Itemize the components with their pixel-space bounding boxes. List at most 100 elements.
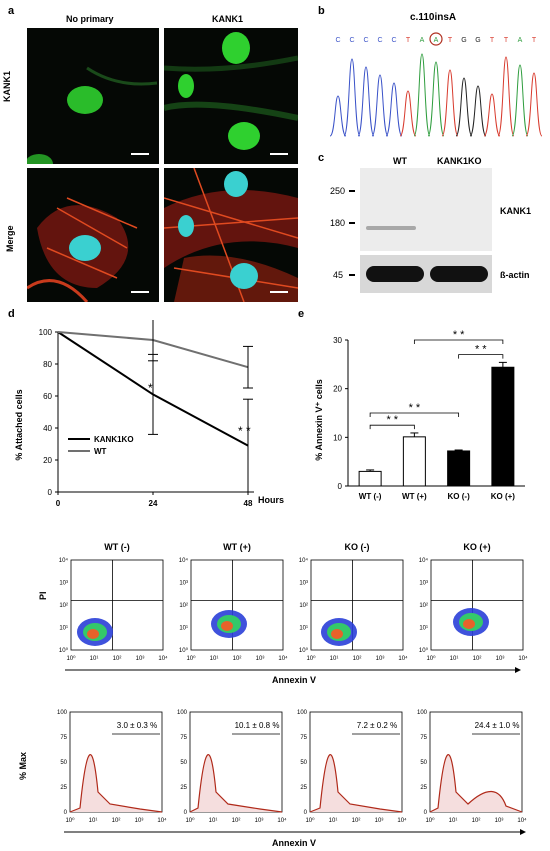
seq-base-11: T — [490, 37, 495, 44]
chart-d-ytick-label: 100 — [39, 328, 53, 337]
scatter-xtick-label: 10¹ — [210, 656, 219, 662]
scatter-ytick-label: 10³ — [179, 581, 188, 587]
seq-base-7: A — [434, 37, 439, 44]
scatter-xtick-label: 10² — [353, 656, 362, 662]
scatter-xtick-label: 10⁴ — [518, 655, 528, 662]
scatter-ytick-label: 10⁴ — [179, 557, 189, 564]
chart-e-xtick-label: WT (-) — [359, 492, 382, 501]
seq-base-6: A — [420, 37, 425, 44]
hist-xtick-label: 10³ — [375, 818, 384, 824]
scatter-ytick-label: 10³ — [299, 581, 308, 587]
hist-ytick-label: 0 — [64, 810, 68, 816]
scatter-ytick-label: 10⁴ — [59, 557, 69, 564]
attached-cells-chart: % Attached cells 0 20 40 60 80 100 0 24 48 KANK1… — [14, 320, 284, 508]
scatter-facet-title: KO (+) — [463, 542, 490, 552]
chart-e-sig-bracket — [369, 424, 415, 430]
seq-peak-7 — [427, 61, 445, 137]
scatter-xtick-label: 10⁰ — [306, 655, 316, 662]
scatter-xtick-label: 10³ — [136, 656, 145, 662]
hist-ytick-label: 100 — [57, 710, 68, 716]
chart-e-sig-label: * * — [386, 414, 398, 426]
hist-xtick-label: 10⁴ — [397, 817, 407, 824]
panel-label-a: a — [8, 5, 15, 17]
hist-ytick-label: 25 — [180, 785, 187, 791]
chart-e-sig-label: * * — [475, 344, 487, 356]
chart-e-sig-bracket — [369, 412, 460, 417]
hist-curve — [429, 754, 523, 813]
histogram-row: 3.0 ± 0.3 % 10⁰ 10¹ 10² 10³ 10⁴ 0 25 50 75 100 10.1… — [57, 710, 527, 835]
hist-xtick-label: 10⁰ — [305, 817, 315, 824]
chart-d-ytick-label: 0 — [48, 488, 53, 497]
hist-xtick-label: 10² — [352, 818, 361, 824]
scatter-ytick-label: 10¹ — [299, 626, 308, 632]
chart-e-xtick-label: KO (-) — [448, 492, 471, 501]
scatter-frame — [430, 559, 524, 651]
hist-xtick-label: 10⁴ — [157, 817, 167, 824]
hist-xtick-label: 10⁰ — [65, 817, 75, 824]
scatter-ytick-label: 10⁰ — [59, 647, 69, 654]
scatter-xtick-label: 10¹ — [90, 656, 99, 662]
hist-gate-label: 10.1 ± 0.8 % — [235, 721, 280, 730]
chart-e-sig-label: * * — [409, 402, 421, 414]
hist-ytick-label: 50 — [180, 760, 187, 766]
chart-d-xtick-label: 48 — [244, 499, 253, 508]
hist-ytick-label: 75 — [60, 735, 67, 741]
scatter-density-core — [87, 629, 99, 639]
chart-e-bar — [402, 436, 426, 487]
scatter-xtick-label: 10² — [113, 656, 122, 662]
scatter-xtick-label: 10⁰ — [426, 655, 436, 662]
hist-ytick-label: 25 — [420, 785, 427, 791]
hist-curve — [189, 754, 283, 813]
micrograph-kank1-merge — [164, 168, 298, 302]
scatter-ytick-label: 10⁴ — [419, 557, 429, 564]
scatter-density-core — [463, 619, 475, 629]
scatter-ytick-label: 10³ — [419, 581, 428, 587]
chart-e-bar — [358, 470, 382, 487]
scatter-facet-title: WT (+) — [223, 542, 251, 552]
scatter-density-core — [331, 629, 343, 639]
hist-ytick-label: 100 — [297, 710, 308, 716]
hist-ytick-label: 75 — [300, 735, 307, 741]
chart-e-sig-bracket — [413, 339, 504, 344]
hist-ytick-label: 25 — [60, 785, 67, 791]
scatter-xtick-label: 10⁴ — [158, 655, 168, 662]
hist-ytick-label: 75 — [180, 735, 187, 741]
sequencing-title: c.110insA — [410, 12, 457, 23]
lane-label-kank1ko: KANK1KO — [437, 156, 482, 166]
band-label-actin: ß-actin — [500, 270, 530, 280]
chart-e-sig-label: * * — [453, 329, 465, 341]
seq-base-12: T — [504, 37, 509, 44]
scatter-xtick-label: 10¹ — [330, 656, 339, 662]
seq-base-5: T — [406, 37, 411, 44]
chart-d-xtick-label: 0 — [56, 499, 61, 508]
panel-label-b: b — [318, 5, 325, 17]
chart-d-annot-1: * — [148, 381, 153, 395]
seq-base-14: T — [532, 37, 537, 44]
hist-arrow-head — [520, 829, 526, 835]
chart-d-ytick-label: 20 — [43, 456, 52, 465]
panel-label-c: c — [318, 152, 325, 164]
panel-label-d: d — [8, 308, 15, 320]
chart-d-annot-2: * * — [238, 424, 251, 438]
scatter-xtick-label: 10⁴ — [398, 655, 408, 662]
scatter-arrow-head — [515, 667, 521, 673]
scatter-ytick-label: 10⁰ — [179, 647, 189, 654]
hist-ytick-label: 75 — [420, 735, 427, 741]
chart-e-xtick-label: KO (+) — [491, 492, 516, 501]
scatter-xtick-label: 10² — [473, 656, 482, 662]
annexin-bar-chart: % Annexin V⁺ cells 0 10 20 30 WT (-) WT (+) K… — [314, 329, 525, 501]
scatter-density-core — [221, 621, 233, 631]
hist-xtick-label: 10¹ — [449, 818, 458, 824]
hist-curve — [69, 754, 163, 813]
seq-peak-14 — [525, 72, 543, 137]
chart-e-sig-bracket — [458, 354, 504, 359]
scatter-facet-title: WT (-) — [104, 542, 129, 552]
band-wt-actin — [366, 266, 424, 282]
hist-xtick-label: 10² — [472, 818, 481, 824]
hist-ytick-label: 0 — [424, 810, 428, 816]
seq-peak-5 — [399, 90, 417, 137]
seq-peak-8 — [441, 69, 459, 137]
hist-xtick-label: 10² — [112, 818, 121, 824]
chart-d-legend-label: WT — [94, 447, 107, 456]
